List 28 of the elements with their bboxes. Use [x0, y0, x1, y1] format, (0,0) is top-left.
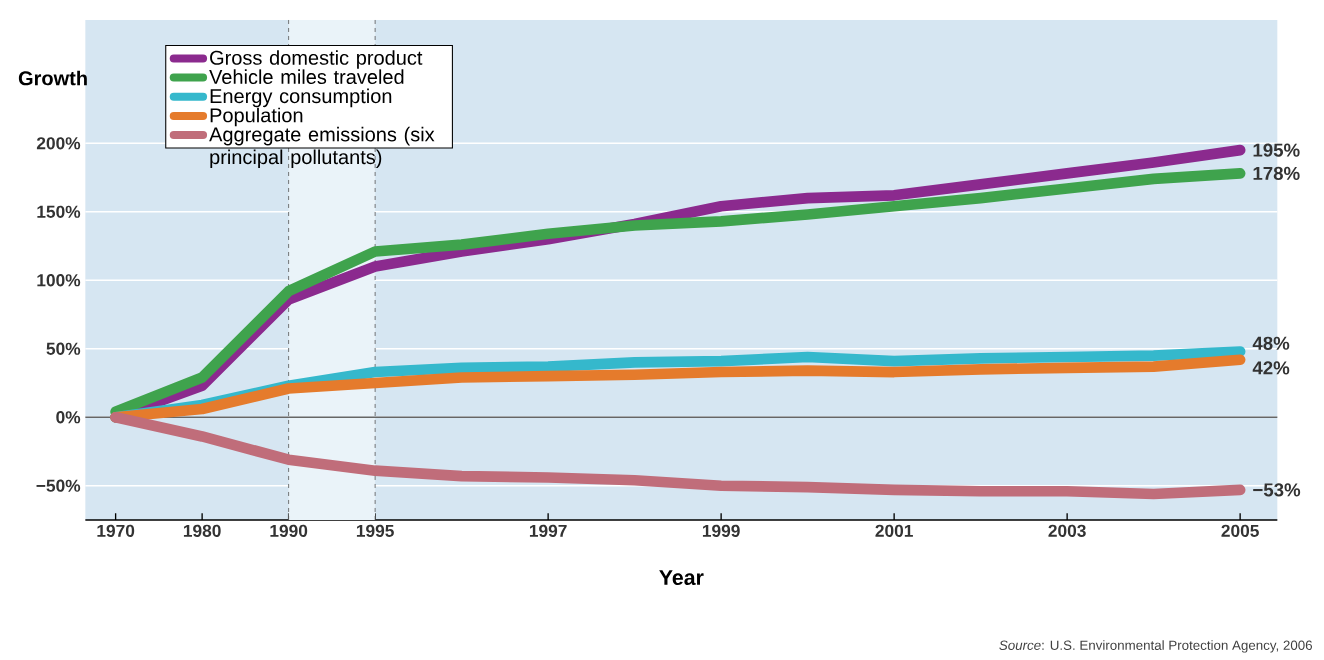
text: Source: U.S. Environmental Protection Agency, 2006	[999, 640, 1313, 653]
y-tick-label: 50%	[46, 342, 81, 355]
legend-label: Gross domestic product	[210, 50, 423, 69]
legend-label: Aggregate emissions (six principal pollutants)	[209, 126, 435, 169]
y-tick-label: 100%	[37, 274, 81, 287]
y-tick-label: −50%	[36, 479, 81, 492]
y-axis-title: Growth	[18, 70, 87, 86]
y-tick-label: 150%	[37, 205, 81, 218]
legend-label: Population	[210, 107, 303, 127]
x-tick-label: 2005	[1221, 524, 1259, 537]
legend-label: Energy consumption	[210, 88, 392, 108]
x-tick-label: 1980	[183, 524, 221, 537]
x-tick-label: 1995	[356, 524, 394, 537]
legend-label: Vehicle miles traveled	[209, 69, 404, 85]
data-label: −53%	[1253, 483, 1301, 497]
x-tick-label: 2003	[1048, 524, 1086, 537]
x-tick-label: 1970	[97, 524, 135, 537]
data-label: 195%	[1253, 143, 1300, 157]
data-label: 178%	[1253, 166, 1300, 181]
x-tick-label: 1999	[702, 524, 740, 537]
x-tick-label: 1990	[270, 524, 308, 537]
x-axis-title: Year	[659, 570, 704, 586]
y-tick-label: 200%	[36, 137, 81, 150]
x-tick-label: 1997	[529, 524, 567, 537]
data-label: 42%	[1252, 361, 1290, 375]
data-label: 48%	[1252, 336, 1290, 350]
x-tick-label: 2001	[875, 524, 913, 537]
y-tick-label: 0%	[56, 411, 81, 424]
